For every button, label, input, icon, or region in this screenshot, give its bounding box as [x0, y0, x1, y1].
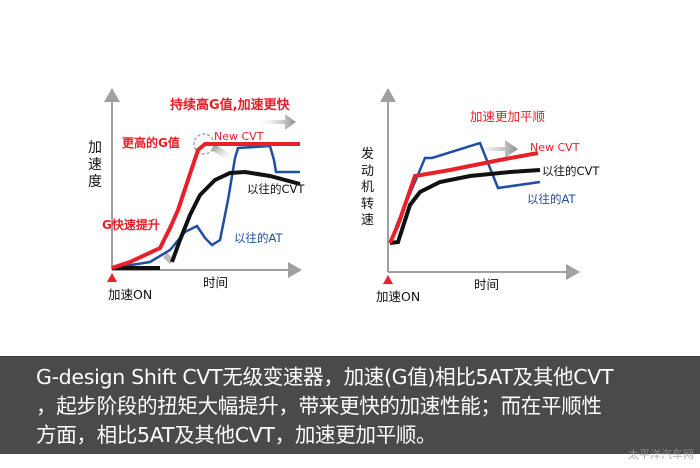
start-marker-icon-right — [383, 275, 393, 284]
pointer-arrow-icon — [211, 144, 235, 163]
caption-line-2: ，起步阶段的扭矩大幅提升，带来更快的加速性能；而在平顺性 — [36, 394, 602, 418]
trend-arrow-icon — [255, 114, 296, 130]
right-y-label: 发 动 机 转 速 — [361, 147, 374, 230]
right-x-label: 时间 — [474, 277, 500, 292]
higher-g-label: 更高的G值 — [122, 136, 180, 150]
charts-area: 加 速 度 持续高G值,加速更快 更高的G值 New CVT 以往的CVT G快… — [88, 88, 600, 304]
right-chart — [380, 88, 580, 280]
y-char: 发 — [361, 147, 375, 162]
line-old-cvt-right — [389, 168, 541, 245]
watermark: 太平洋汽车网 — [628, 448, 694, 461]
trend-arrow-icon-right — [470, 140, 518, 158]
right-new-cvt-label: New CVT — [530, 141, 580, 154]
y-char: 机 — [361, 180, 375, 195]
y-char: 转 — [361, 196, 375, 212]
line-old-cvt — [112, 169, 301, 270]
right-old-at-label: 以往的AT — [527, 192, 576, 206]
caption-line-1: G-design Shift CVT无级变速器，加速(G值)相比5AT及其他CV… — [36, 365, 614, 389]
charts-svg — [104, 88, 580, 284]
y-char: 加 — [88, 140, 102, 156]
left-x-label: 时间 — [203, 275, 229, 290]
caption-text: G-design Shift CVT无级变速器，加速(G值)相比5AT及其他CV… — [36, 363, 676, 450]
y-char: 速 — [361, 213, 375, 228]
new-cvt-label: New CVT — [214, 130, 264, 143]
right-old-cvt-label: 以往的CVT — [542, 164, 600, 178]
y-char: 动 — [361, 163, 375, 179]
caption-line-3: 方面，相比5AT及其他CVT，加速更加平顺。 — [36, 423, 437, 447]
left-start-label: 加速ON — [108, 287, 153, 302]
right-headline: 加速更加平顺 — [470, 109, 546, 124]
y-char: 速 — [88, 157, 102, 173]
line-new-cvt-right — [388, 151, 539, 244]
right-start-label: 加速ON — [376, 289, 421, 304]
old-cvt-label: 以往的CVT — [247, 182, 305, 196]
left-y-label: 加 速 度 — [88, 140, 102, 191]
left-headline: 持续高G值,加速更快 — [170, 98, 290, 113]
g-rise-label: G快速提升 — [102, 218, 160, 232]
line-new-cvt — [111, 142, 300, 270]
caption-band: G-design Shift CVT无级变速器，加速(G值)相比5AT及其他CV… — [0, 356, 700, 461]
old-at-label: 以往的AT — [234, 231, 283, 245]
left-chart — [104, 88, 302, 278]
start-marker-icon — [107, 273, 117, 282]
y-char: 度 — [88, 174, 102, 190]
line-old-at — [111, 144, 300, 270]
